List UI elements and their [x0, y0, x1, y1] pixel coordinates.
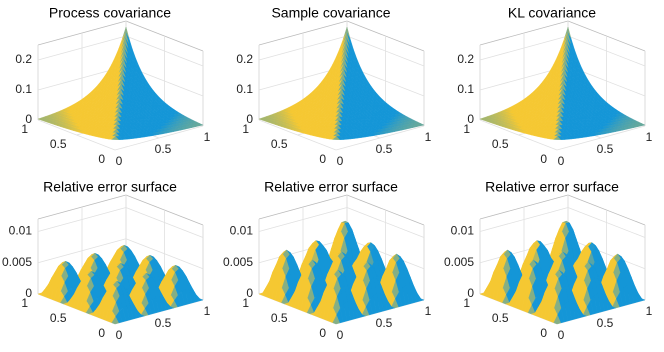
y-tick-label: 0.5 — [271, 311, 288, 325]
y-tick-label: 1 — [463, 296, 470, 310]
subplot: Relative error surface00.0050.0100.5100.… — [2, 179, 211, 342]
x-tick-label: 1 — [425, 130, 432, 144]
x-tick-label: 0.5 — [155, 316, 172, 330]
y-tick-label: 0 — [540, 326, 547, 340]
x-tick-label: 0 — [116, 328, 123, 342]
z-tick-label: 0.01 — [230, 224, 254, 238]
x-tick-label: 0.5 — [597, 316, 614, 330]
z-tick-label: 0.01 — [9, 224, 33, 238]
y-tick-label: 0 — [98, 326, 105, 340]
z-tick-label: 0.005 — [223, 255, 253, 269]
z-tick-label: 0.005 — [444, 255, 474, 269]
x-tick-label: 0.5 — [597, 142, 614, 156]
subplot: Process covariance00.10.200.5100.51 — [15, 5, 210, 168]
y-tick-label: 1 — [463, 122, 470, 136]
x-tick-label: 0.5 — [376, 142, 393, 156]
y-tick-label: 0 — [319, 326, 326, 340]
y-tick-label: 1 — [242, 122, 249, 136]
subplot: KL covariance00.10.200.5100.51 — [457, 5, 652, 168]
z-tick-label: 0.1 — [236, 82, 253, 96]
y-tick-label: 0.5 — [492, 137, 509, 151]
subplot-title: Relative error surface — [485, 179, 619, 195]
subplot-title: Sample covariance — [271, 5, 390, 21]
x-tick-label: 1 — [425, 304, 432, 318]
y-tick-label: 0.5 — [50, 137, 67, 151]
y-tick-label: 1 — [21, 296, 28, 310]
z-tick-label: 0.1 — [15, 82, 32, 96]
x-tick-label: 0 — [337, 328, 344, 342]
z-tick-label: 0.2 — [236, 52, 253, 66]
subplot: Sample covariance00.10.200.5100.51 — [236, 5, 431, 168]
y-tick-label: 0 — [98, 152, 105, 166]
x-tick-label: 0.5 — [155, 142, 172, 156]
y-tick-label: 1 — [21, 122, 28, 136]
subplot: Relative error surface00.0050.0100.5100.… — [444, 179, 653, 342]
y-tick-label: 0.5 — [50, 311, 67, 325]
z-tick-label: 0.2 — [15, 52, 32, 66]
x-tick-label: 1 — [204, 130, 211, 144]
z-tick-label: 0.2 — [457, 52, 474, 66]
subplot-title: Process covariance — [49, 5, 171, 21]
subplot-title: Relative error surface — [264, 179, 398, 195]
z-tick-label: 0.005 — [2, 255, 32, 269]
subplot-title: Relative error surface — [43, 179, 177, 195]
y-tick-label: 0 — [319, 152, 326, 166]
z-tick-label: 0.1 — [457, 82, 474, 96]
y-tick-label: 0 — [540, 152, 547, 166]
y-tick-label: 1 — [242, 296, 249, 310]
subplot-title: KL covariance — [508, 5, 596, 21]
x-tick-label: 0 — [558, 328, 565, 342]
y-tick-label: 0.5 — [492, 311, 509, 325]
subplot: Relative error surface00.0050.0100.5100.… — [223, 179, 432, 342]
x-tick-label: 0 — [558, 154, 565, 168]
x-tick-label: 0.5 — [376, 316, 393, 330]
z-tick-label: 0.01 — [451, 224, 475, 238]
x-tick-label: 1 — [646, 130, 653, 144]
y-tick-label: 0.5 — [271, 137, 288, 151]
x-tick-label: 0 — [337, 154, 344, 168]
x-tick-label: 1 — [204, 304, 211, 318]
x-tick-label: 1 — [646, 304, 653, 318]
x-tick-label: 0 — [116, 154, 123, 168]
